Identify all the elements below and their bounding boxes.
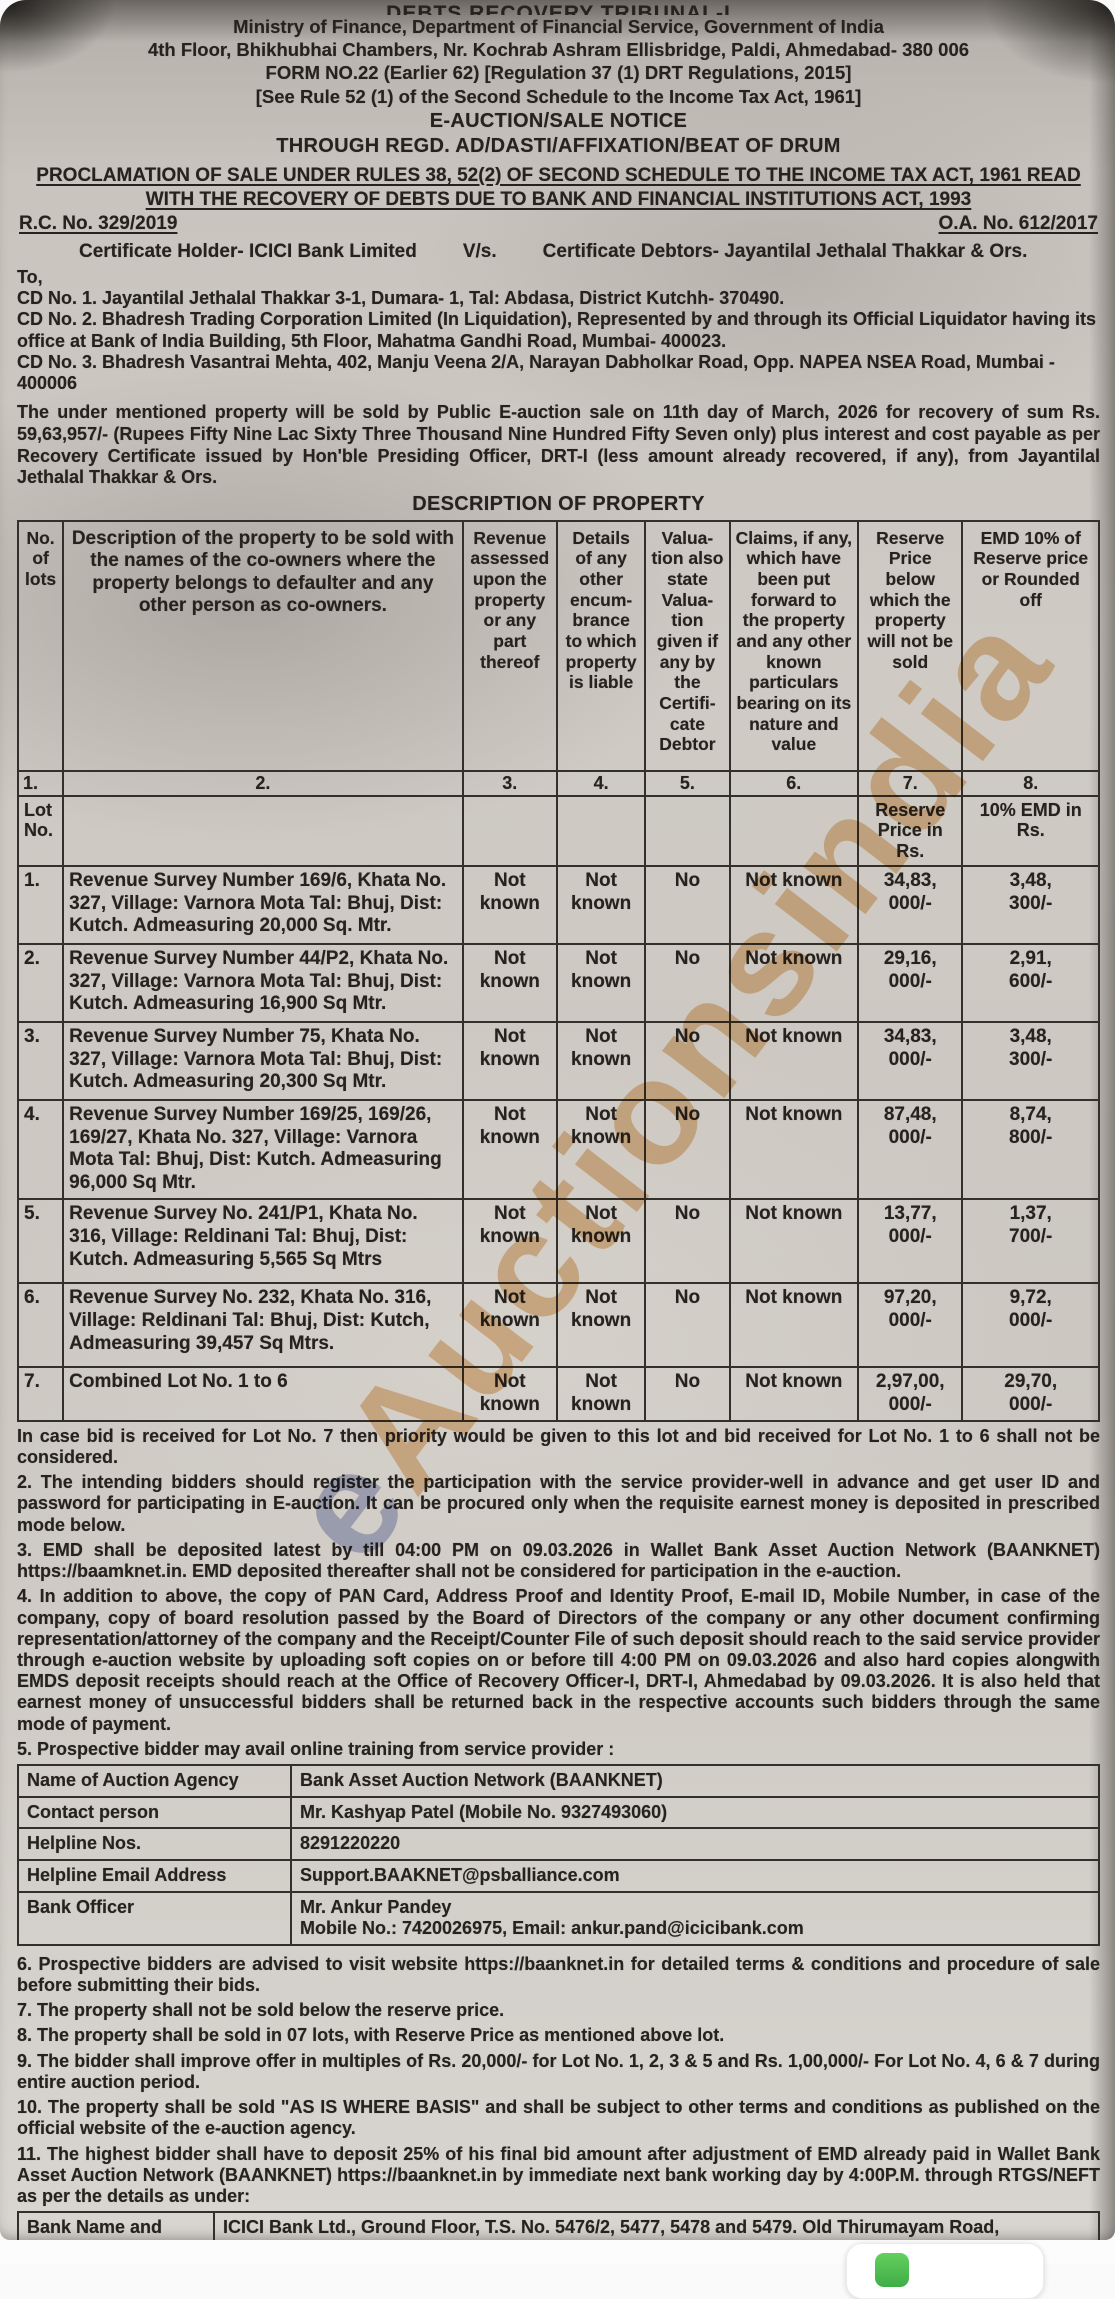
provider-row: Helpline Email Address Support.BAAKNET@p… (17, 1858, 1100, 1893)
green-app-icon (875, 2253, 909, 2287)
term-item: 7. The property shall not be sold below … (17, 2000, 505, 2021)
ministry-line: Ministry of Finance, Department of Finan… (233, 16, 884, 37)
col-header-description: Description of the property to be sold w… (62, 519, 464, 772)
term-item: In case bid is received for Lot No. 7 th… (17, 1425, 1100, 1467)
term-item: 4. In addition to above, the copy of PAN… (17, 1586, 1100, 1734)
term-item: 11. The highest bidder shall have to dep… (17, 2143, 1100, 2207)
provider-row: Helpline Nos. 8291220220 (17, 1827, 1100, 1861)
cd-address-2: CD No. 2. Bhadresh Trading Corporation L… (17, 309, 1097, 351)
term-item: 8. The property shall be sold in 07 lots… (17, 2025, 725, 2046)
sub-header-row: Lot No. Reserve Price in Rs. 10% EMD in … (16, 794, 1100, 867)
table-row: 5. Revenue Survey No. 241/P1, Khata No. … (16, 1198, 1100, 1285)
bank-details-table: Bank Name and Address ICICI Bank Ltd., G… (17, 2211, 1100, 2240)
cd-address-3: CD No. 3. Bhadresh Vasantrai Mehta, 402,… (17, 351, 1055, 394)
certificate-holder: Certificate Holder- ICICI Bank Limited (79, 241, 417, 263)
emd-sub-label: 10% EMD in Rs. (961, 794, 1100, 867)
table-row: 4. Revenue Survey Number 169/25, 169/26,… (16, 1098, 1100, 1201)
delivery-mode-line: THROUGH REGD. AD/DASTI/AFFIXATION/BEAT O… (276, 134, 841, 157)
to-label: To, (17, 267, 43, 288)
col-header-emd: EMD 10% of Reserve price or Rounded off (961, 519, 1100, 772)
floating-share-button[interactable] (846, 2243, 1044, 2299)
service-provider-table: Name of Auction Agency Bank Asset Auctio… (17, 1764, 1100, 1946)
form-line: FORM NO.22 (Earlier 62) [Regulation 37 (… (265, 62, 852, 84)
case-numbers-row: R.C. No. 329/2019 O.A. No. 612/2017 (19, 213, 1098, 235)
reserve-sub-label: Reserve Price in Rs. (857, 794, 964, 867)
sale-paragraph: The under mentioned property will be sol… (17, 402, 1100, 488)
term-item: 10. The property shall be sold "AS IS WH… (17, 2097, 1100, 2139)
table-title: DESCRIPTION OF PROPERTY (412, 492, 705, 515)
provider-row: Bank Officer Mr. Ankur Pandey Mobile No.… (17, 1890, 1100, 1946)
vs-label: V/s. (462, 241, 497, 263)
col-header-claims: Claims, if any, which have been put forw… (728, 519, 860, 772)
address-line: 4th Floor, Bhikhubhai Chambers, Nr. Koch… (147, 39, 970, 61)
bank-row: Bank Name and Address ICICI Bank Ltd., G… (17, 2211, 1100, 2240)
table-row: 6. Revenue Survey No. 232, Khata No. 316… (16, 1282, 1100, 1369)
table-row: 3. Revenue Survey Number 75, Khata No. 3… (16, 1020, 1100, 1101)
term-item: 3. EMD shall be deposited latest by till… (17, 1539, 1100, 1582)
term-item: 9. The bidder shall improve offer in mul… (17, 2050, 1100, 2092)
col-header-lots: No. of lots (16, 519, 65, 772)
table-row: 1. Revenue Survey Number 169/6, Khata No… (16, 864, 1100, 945)
certificate-debtors: Certificate Debtors- Jayantilal Jethalal… (542, 241, 1028, 263)
rule-line: [See Rule 52 (1) of the Second Schedule … (255, 85, 862, 107)
table-header-row: No. of lots Description of the property … (16, 519, 1100, 772)
lot-no-label: Lot No. (16, 794, 65, 867)
cd-address-1: CD No. 1. Jayantilal Jethalal Thakkar 3-… (17, 288, 785, 309)
notice-photo: DEBTS RECOVERY TRIBUNAL-I Ministry of Fi… (0, 0, 1115, 2240)
term-item: 5. Prospective bidder may avail online t… (17, 1738, 615, 1759)
parties-row: Certificate Holder- ICICI Bank Limited V… (17, 241, 1100, 263)
provider-row: Contact person Mr. Kashyap Patel (Mobile… (17, 1795, 1100, 1830)
terms-top-section: In case bid is received for Lot No. 7 th… (17, 1426, 1100, 1761)
provider-row: Name of Auction Agency Bank Asset Auctio… (17, 1764, 1100, 1798)
rc-number: R.C. No. 329/2019 (19, 213, 178, 235)
col-header-encumbrance: Details of any other encum-brance to whi… (555, 519, 647, 772)
table-row: 2. Revenue Survey Number 44/P2, Khata No… (16, 942, 1100, 1023)
col-header-revenue: Revenue assessed upon the property or an… (461, 519, 558, 772)
table-row: 7. Combined Lot No. 1 to 6 Not known Not… (16, 1366, 1100, 1422)
proclamation-text: PROCLAMATION OF SALE UNDER RULES 38, 52(… (36, 164, 1081, 210)
oa-number: O.A. No. 612/2017 (938, 213, 1098, 235)
col-header-valuation: Valua-tion also state Valua-tion given i… (644, 519, 731, 772)
term-item: 2. The intending bidders should register… (17, 1472, 1100, 1535)
tribunal-title-cut: DEBTS RECOVERY TRIBUNAL-I (386, 2, 731, 15)
term-item: 6. Prospective bidders are advised to vi… (17, 1953, 1100, 1995)
column-number-row: 1. 2. 3. 4. 5. 6. 7. 8. (16, 769, 1100, 797)
terms-bottom-section: 6. Prospective bidders are advised to vi… (17, 1954, 1100, 2208)
property-table: No. of lots Description of the property … (16, 519, 1100, 1422)
col-header-reserve: Reserve Price below which the property w… (857, 519, 964, 772)
auction-notice-title: E-AUCTION/SALE NOTICE (429, 109, 688, 132)
